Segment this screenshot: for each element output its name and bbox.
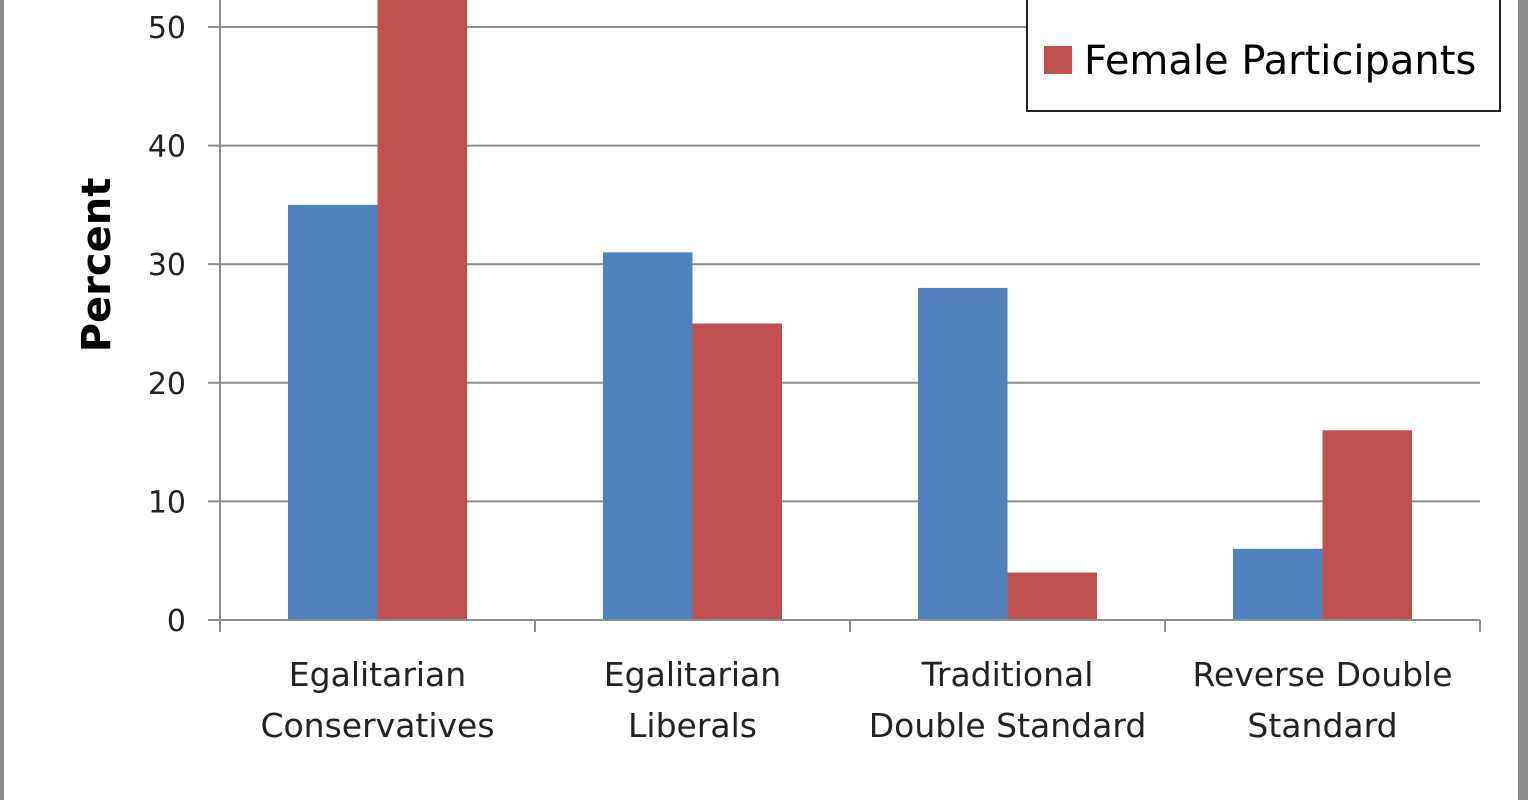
x-tick-label: Liberals (628, 706, 757, 745)
bar-male (288, 204, 378, 620)
x-tick-label: Reverse Double (1192, 655, 1452, 694)
y-tick-label: 10 (148, 485, 186, 520)
y-axis-label: Percent (74, 178, 120, 353)
y-tick-label: 50 (148, 11, 186, 46)
bar-female (1322, 430, 1412, 620)
bar-male (603, 252, 693, 620)
legend: Female Participants (1026, 0, 1501, 112)
x-tick-label: Egalitarian (604, 655, 781, 694)
y-tick-label: 40 (148, 130, 186, 165)
y-tick-label: 20 (148, 367, 186, 402)
x-tick-label: Double Standard (869, 706, 1147, 745)
x-tick-label: Traditional (921, 655, 1094, 694)
legend-swatch-female (1044, 46, 1072, 74)
legend-label-female: Female Participants (1084, 38, 1476, 84)
x-tick-label: Standard (1247, 706, 1397, 745)
bar-male (918, 287, 1008, 620)
bar-male (1233, 548, 1323, 620)
x-tick-label: Egalitarian (289, 655, 466, 694)
y-tick-label: 30 (148, 248, 186, 283)
bar-female (1007, 572, 1097, 620)
bar-female (692, 323, 782, 620)
x-tick-label: Conservatives (260, 706, 494, 745)
bar-female (377, 0, 467, 621)
y-tick-label: 0 (167, 604, 186, 639)
